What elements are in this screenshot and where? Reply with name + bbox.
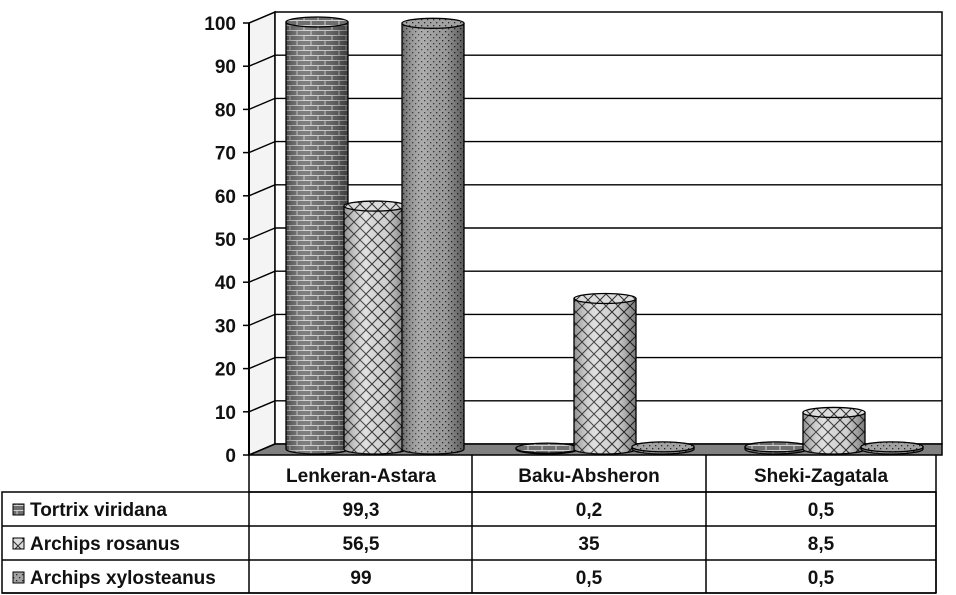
category-label-baku-absheron: Baku-Absheron: [518, 466, 659, 487]
table-cell: 0,2: [576, 500, 602, 521]
table-cell: 0,5: [576, 568, 603, 589]
bar-top: [631, 441, 695, 453]
y-tick-label: 70: [215, 144, 236, 165]
table-cell: 99: [350, 568, 371, 589]
y-tick-label: 10: [215, 403, 236, 424]
y-tick-label: 80: [215, 100, 236, 121]
gridline-side: [248, 54, 276, 67]
bars: [285, 16, 924, 455]
bar-top: [744, 441, 808, 453]
y-axis-ticks: 0 10 20 30 40 50 60 70 80 90 100: [204, 14, 249, 467]
bar: [343, 200, 407, 455]
y-tick-label: 0: [225, 446, 236, 467]
bar: [401, 17, 465, 455]
bar: [573, 292, 637, 455]
bar-top: [802, 406, 866, 419]
gridline-side: [248, 356, 276, 370]
series-name-archips-xylosteanus: Archips xylosteanus: [30, 568, 216, 589]
gridline-side: [248, 97, 276, 111]
bar-top: [401, 17, 465, 29]
gridline-side: [248, 313, 276, 327]
category-label-sheki-zagatala: Sheki-Zagatala: [754, 466, 889, 487]
y-tick-label: 40: [215, 273, 236, 294]
bar: [802, 406, 866, 455]
bar-shading: [574, 298, 636, 454]
bar-top: [343, 200, 407, 212]
bar: [744, 441, 808, 455]
bar-shading: [344, 206, 406, 454]
bar-top: [573, 292, 637, 305]
bar-top: [515, 442, 579, 454]
table-cell: 8,5: [808, 534, 835, 555]
bar: [285, 16, 349, 455]
bar-top: [285, 16, 349, 28]
bar: [860, 441, 924, 455]
bar-top: [860, 441, 924, 453]
bar-shading: [803, 412, 865, 454]
y-tick-label: 100: [204, 14, 236, 35]
table-cell: 99,3: [343, 500, 380, 521]
y-tick-label: 20: [215, 360, 236, 381]
y-tick-label: 30: [215, 316, 236, 337]
gridline-side: [248, 227, 276, 240]
table-cell: 0,5: [808, 500, 835, 521]
bar: [631, 441, 695, 455]
gridline-side: [248, 400, 276, 413]
gridline-side: [248, 184, 276, 197]
legend-key-tortrix-viridana: [12, 503, 25, 516]
gridline-side: [248, 140, 276, 154]
y-tick-label: 60: [215, 187, 236, 208]
bar-shading: [402, 23, 464, 454]
table-cell: 56,5: [343, 534, 380, 555]
bar-shading: [286, 22, 348, 454]
table-cell: 35: [578, 534, 600, 555]
category-label-lenkeran-astara: Lenkeran-Astara: [286, 466, 436, 487]
series-name-archips-rosanus: Archips rosanus: [30, 534, 180, 555]
table-cell: 0,5: [808, 568, 835, 589]
y-tick-label: 50: [215, 230, 236, 251]
series-name-tortrix-viridana: Tortrix viridana: [30, 500, 167, 521]
legend-key-archips-rosanus: [12, 537, 25, 550]
data-table: Lenkeran-Astara Baku-Absheron Sheki-Zaga…: [1, 455, 937, 594]
y-tick-label: 90: [215, 57, 236, 78]
bar: [515, 442, 579, 455]
legend-key-archips-xylosteanus: [12, 571, 25, 584]
gridline-side: [248, 270, 276, 283]
